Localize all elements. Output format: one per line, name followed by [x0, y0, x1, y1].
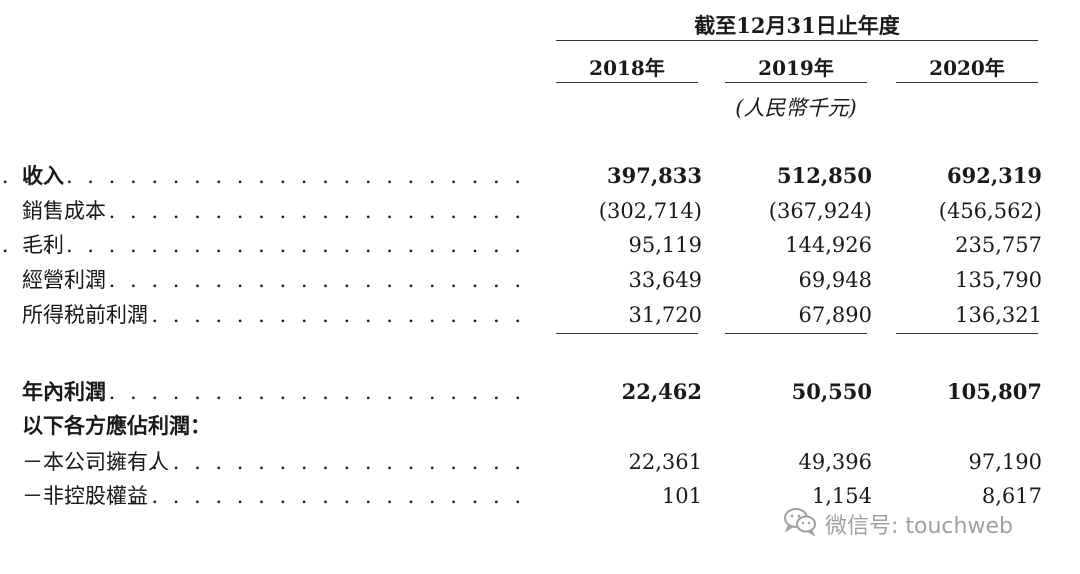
value-2019: 67,890	[798, 303, 872, 327]
table-row: －非控股權益 . . . . . . . . . . . . . . . . .…	[0, 480, 1080, 512]
leader-dots: . . . . . . . . . . . . . . . . . . . . …	[44, 268, 525, 292]
year-rule	[725, 82, 867, 83]
value-2020: 136,321	[955, 303, 1042, 327]
value-2019: 1,154	[811, 484, 872, 508]
table-row: 所得税前利潤 . . . . . . . . . . . . . . . . .…	[0, 299, 1080, 331]
subtotal-rule	[556, 333, 698, 334]
row-label: 經營利潤	[22, 268, 106, 292]
wechat-icon	[783, 506, 817, 542]
table-row: 以下各方應佔利潤：	[0, 410, 1080, 442]
value-2019: (367,924)	[768, 199, 872, 223]
watermark: 微信号: touchweb	[783, 506, 1013, 542]
value-2018: 22,361	[628, 450, 702, 474]
year-rule	[896, 82, 1038, 83]
table-row: 銷售成本 . . . . . . . . . . . . . . . . . .…	[0, 195, 1080, 227]
value-2020: (456,562)	[938, 199, 1042, 223]
leader-dots: . . . . . . . . . . . . . . . . . . . . …	[87, 303, 525, 327]
subtotal-rule	[896, 333, 1038, 334]
unit-label: (人民幣千元)	[735, 96, 857, 120]
value-2020: 135,790	[955, 268, 1042, 292]
year-2018-header: 2018年	[589, 56, 665, 80]
leader-dots: . . . . . . . . . . . . . . . . . . . . …	[44, 199, 525, 223]
value-2018: 22,462	[621, 379, 702, 404]
value-2019: 50,550	[791, 379, 872, 404]
leader-dots: . . . . . . . . . . . . . . . . . . . . …	[44, 380, 525, 404]
value-2019: 144,926	[785, 233, 872, 257]
value-2018: 95,119	[628, 233, 702, 257]
value-2018: 101	[661, 484, 702, 508]
year-2019-header: 2019年	[758, 56, 834, 80]
value-2020: 97,190	[968, 450, 1042, 474]
leader-dots: . . . . . . . . . . . . . . . . . . . . …	[65, 484, 525, 508]
watermark-text: 微信号: touchweb	[825, 514, 1013, 539]
row-label: 收入	[22, 164, 64, 188]
row-label: 銷售成本	[22, 199, 106, 223]
table-row: －本公司擁有人 . . . . . . . . . . . . . . . . …	[0, 446, 1080, 478]
value-2020: 8,617	[981, 484, 1042, 508]
table-row: 年內利潤 . . . . . . . . . . . . . . . . . .…	[0, 376, 1080, 408]
row-label: 所得税前利潤	[22, 303, 148, 327]
year-2020-header: 2020年	[929, 56, 1005, 80]
subtotal-rule	[725, 333, 867, 334]
row-label: 毛利	[22, 233, 64, 257]
row-label: －非控股權益	[22, 484, 148, 508]
value-2020: 105,807	[947, 379, 1042, 404]
row-label: 年內利潤	[22, 380, 106, 404]
table-row: 收入 . . . . . . . . . . . . . . . . . . .…	[0, 160, 1080, 192]
value-2018: (302,714)	[598, 199, 702, 223]
value-2019: 69,948	[798, 268, 872, 292]
value-2019: 512,850	[777, 163, 872, 188]
value-2018: 397,833	[607, 163, 702, 188]
table-row: 毛利 . . . . . . . . . . . . . . . . . . .…	[0, 229, 1080, 261]
leader-dots: . . . . . . . . . . . . . . . . . . . . …	[87, 450, 525, 474]
value-2018: 33,649	[628, 268, 702, 292]
period-header: 截至12月31日止年度	[694, 13, 900, 38]
value-2019: 49,396	[798, 450, 872, 474]
value-2020: 235,757	[955, 233, 1042, 257]
value-2018: 31,720	[628, 303, 702, 327]
table-row: 經營利潤 . . . . . . . . . . . . . . . . . .…	[0, 264, 1080, 296]
row-label: 以下各方應佔利潤：	[22, 414, 211, 438]
value-2020: 692,319	[947, 163, 1042, 188]
row-label: －本公司擁有人	[22, 450, 169, 474]
year-rule	[556, 82, 698, 83]
leader-dots: . . . . . . . . . . . . . . . . . . . . …	[0, 233, 525, 257]
leader-dots: . . . . . . . . . . . . . . . . . . . . …	[0, 164, 525, 188]
period-rule	[556, 40, 1038, 41]
